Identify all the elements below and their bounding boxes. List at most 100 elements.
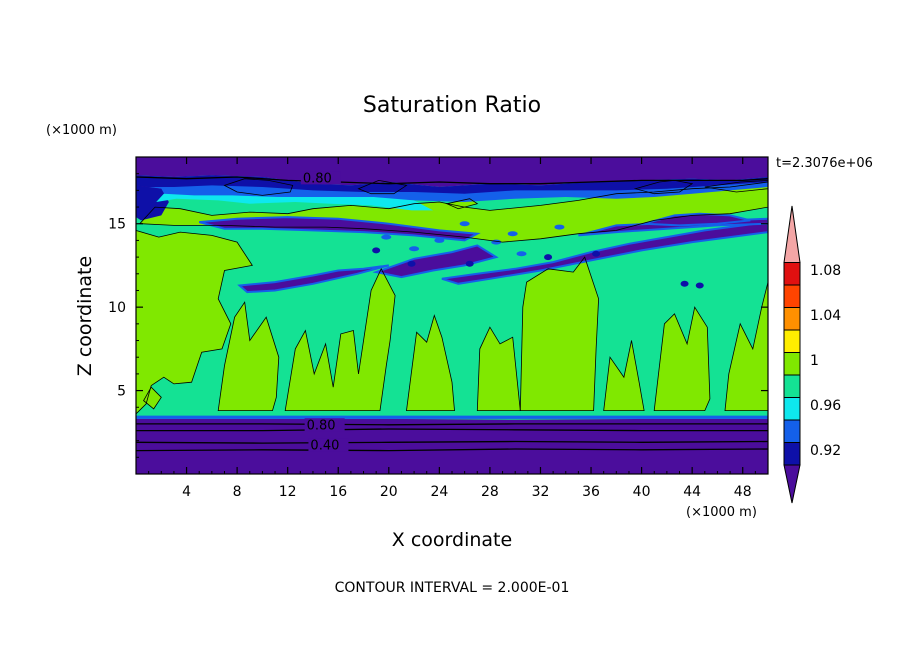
region-1.00-1.02 [218,302,279,411]
x-tick-label: 28 [481,484,499,500]
contour-outline [223,178,294,196]
contour-outline [445,198,479,210]
dry-filament [198,216,481,242]
region-1.00-1.02 [136,230,253,414]
contour-outline [284,267,396,412]
x-tick-label: 4 [182,484,191,500]
x-tick-label: 12 [279,484,297,500]
x-tick-label: 32 [532,484,550,500]
colorbar-segment [783,284,801,308]
contour-outline [724,282,768,412]
upper-dry-layer [136,157,768,187]
contour-outline [136,229,253,415]
blue-pocket [459,221,470,227]
colorbar-label: 1.08 [810,263,841,279]
contour-label-bg [304,418,345,432]
x-tick-label: 20 [380,484,398,500]
x-tick-label: 36 [582,484,600,500]
x-tick-label: 16 [329,484,347,500]
dry-filament [643,212,751,227]
colorbar: 1.08 1.04 1 0.96 0.92 [783,205,841,504]
x-tick-label: 24 [430,484,448,500]
x-tick-label: 44 [683,484,701,500]
dry-filament [372,244,499,279]
region-1.00-1.02 [406,315,455,411]
blue-pocket [381,234,392,240]
moist-pocket [372,247,381,254]
region-1.00-1.02 [520,257,599,411]
contour-outline [603,340,645,412]
colorbar-label: 0.92 [810,443,841,459]
region-1.00-1.02 [603,340,645,411]
contour-label-bg [300,171,341,185]
contour-line [136,176,768,185]
region-1.00-1.02 [477,327,521,411]
contour-outline [519,256,600,412]
colorbar-segment [783,329,801,353]
upper-navy-layer [136,175,768,194]
colorbar-segment [783,374,801,398]
contour-outline [704,179,768,193]
x-axis: 4 8 12 16 20 24 28 32 36 40 44 48 [148,157,756,500]
region-1.00-1.02 [725,282,768,411]
y-tick-label: 10 [108,300,126,316]
colorbar-label: 1.04 [810,308,841,324]
moist-pocket [680,280,689,287]
colorbar-segment [783,352,801,376]
contour-outline [653,306,711,412]
colorbar-segment [783,262,801,286]
y-axis-label: Z coordinate [74,256,96,376]
moist-pocket [592,250,601,257]
blue-pocket [554,224,565,230]
dry-filament [237,264,390,294]
contour-label: 0.80 [307,418,336,433]
blue-pocket [409,246,420,252]
x-tick-label: 48 [734,484,752,500]
dry-filament [441,221,768,285]
x-axis-unit: (×1000 m) [686,505,757,520]
contour-interval-note: CONTOUR INTERVAL = 2.000E-01 [335,580,570,596]
moist-pocket [407,260,416,267]
contour-label: 0.80 [303,171,332,186]
colorbar-segment [783,397,801,421]
contour-label: 0.40 [310,438,339,453]
blue-pocket [507,231,518,237]
colorbar-label: 1 [810,353,819,369]
colorbar-underflow [783,464,801,504]
contour-outline [406,314,455,412]
lower-dry-layer [136,418,768,474]
saturation-field: 0.80 0.80 0.40 [136,157,768,474]
blue-pocket [434,237,445,243]
contour-line [136,428,768,432]
moist-pocket [695,282,704,289]
edge-navy-pocket [136,185,169,221]
chart-title: Saturation Ratio [363,93,541,118]
contour-label-bg [308,438,349,452]
y-axis: 5 10 15 [108,173,768,458]
region-1.00-1.02 [654,307,710,411]
contour-outline [633,179,694,195]
colorbar-segment [783,442,801,466]
time-label: t=2.3076e+06 [776,156,873,171]
y-tick-label: 15 [108,217,126,233]
colorbar-segment [783,307,801,331]
cyan-band-upper [156,193,433,211]
blue-pocket [516,251,527,257]
moist-pocket [465,260,474,267]
contour-outline [217,301,280,412]
contour-line [136,448,768,452]
contour-line [136,423,768,426]
colorbar-label: 0.96 [810,398,841,414]
moist-pocket [544,254,553,261]
x-tick-label: 8 [233,484,242,500]
contour-outline [143,386,162,410]
y-axis-unit: (×1000 m) [46,123,117,138]
y-tick-label: 5 [117,384,126,400]
lower-transition-layer [136,415,768,419]
x-axis-label: X coordinate [392,529,512,551]
colorbar-segment [783,419,801,443]
x-tick-label: 40 [633,484,651,500]
contour-line [136,440,768,444]
contour-outline [357,179,408,195]
